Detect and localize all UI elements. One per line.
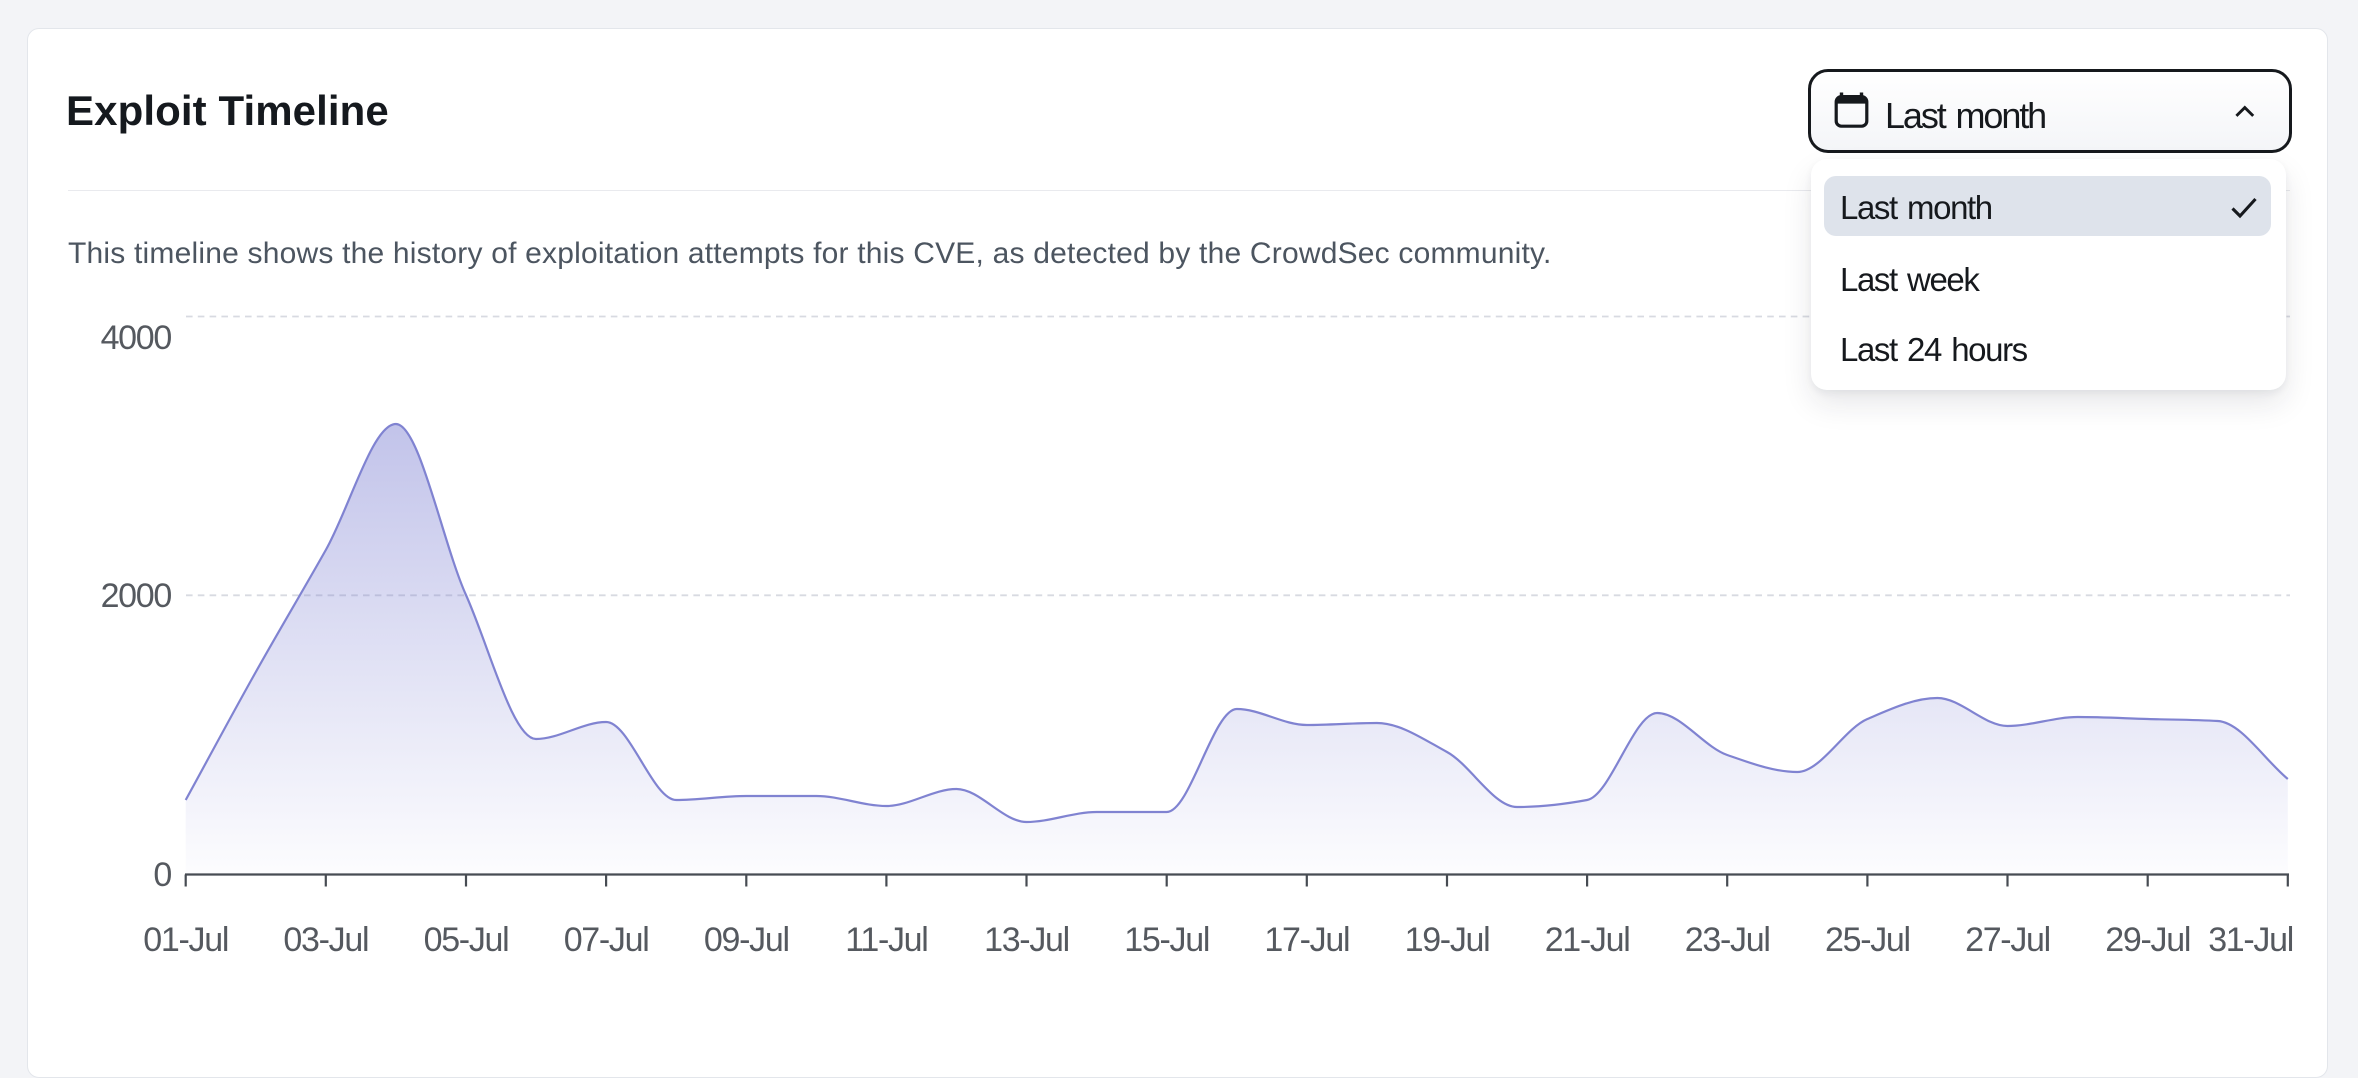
svg-text:19-Jul: 19-Jul xyxy=(1405,921,1490,959)
svg-text:0: 0 xyxy=(153,856,171,894)
svg-text:17-Jul: 17-Jul xyxy=(1264,921,1349,959)
svg-text:07-Jul: 07-Jul xyxy=(564,921,649,959)
svg-text:27-Jul: 27-Jul xyxy=(1965,921,2050,959)
svg-text:05-Jul: 05-Jul xyxy=(424,921,509,959)
svg-text:15-Jul: 15-Jul xyxy=(1124,921,1209,959)
svg-text:29-Jul: 29-Jul xyxy=(2105,921,2190,959)
svg-text:03-Jul: 03-Jul xyxy=(283,921,368,959)
svg-text:25-Jul: 25-Jul xyxy=(1825,921,1910,959)
svg-text:13-Jul: 13-Jul xyxy=(984,921,1069,959)
svg-text:31-Jul: 31-Jul xyxy=(2208,921,2293,959)
svg-text:2000: 2000 xyxy=(101,577,172,615)
svg-text:23-Jul: 23-Jul xyxy=(1685,921,1770,959)
svg-text:4000: 4000 xyxy=(101,319,172,357)
svg-text:21-Jul: 21-Jul xyxy=(1545,921,1630,959)
svg-text:09-Jul: 09-Jul xyxy=(704,921,789,959)
svg-text:01-Jul: 01-Jul xyxy=(143,921,228,959)
svg-text:11-Jul: 11-Jul xyxy=(845,921,927,959)
